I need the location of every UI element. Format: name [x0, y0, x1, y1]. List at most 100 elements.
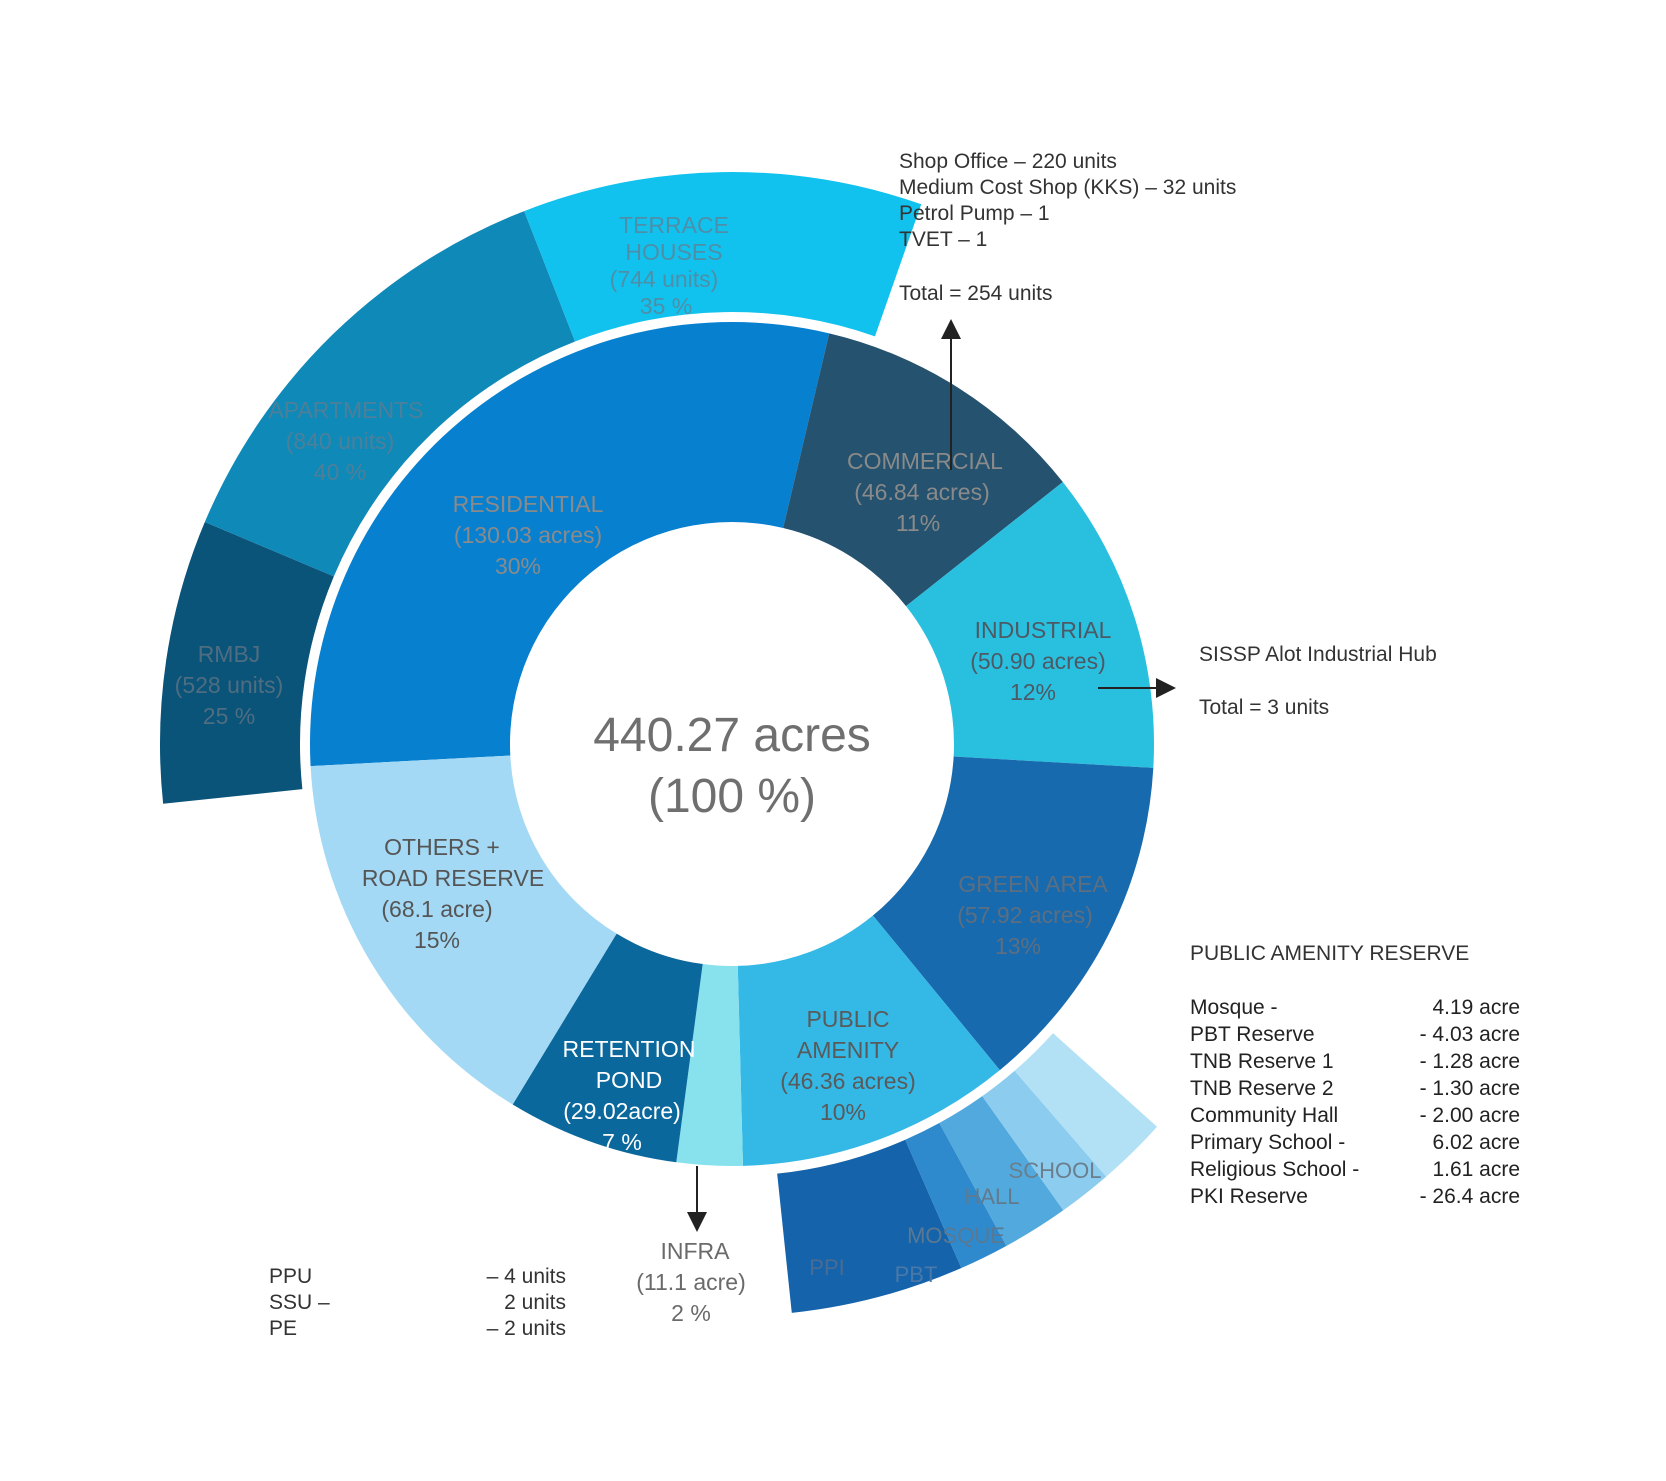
inner-ring: [310, 322, 1154, 1166]
label-public-line2: AMENITY: [797, 1037, 899, 1063]
label-green-name: GREEN AREA: [958, 871, 1108, 897]
segment-pbt[interactable]: [905, 1122, 1007, 1268]
label-commercial-acres: (46.84 acres): [854, 479, 990, 505]
infra-item-pe-name: PE: [269, 1317, 297, 1340]
label-terrace-line1: TERRACE: [619, 212, 729, 238]
label-retention-acres: (29.02acre): [563, 1098, 681, 1124]
label-residential-acres: (130.03 acres): [454, 522, 602, 548]
label-industrial-acres: (50.90 acres): [970, 648, 1106, 674]
label-apartments-percent: 40 %: [314, 459, 366, 485]
amenity-item-name: PBT Reserve: [1190, 1023, 1315, 1046]
label-terrace-line2: HOUSES: [625, 239, 722, 265]
commercial-note-line-2: Medium Cost Shop (KKS) – 32 units: [899, 176, 1236, 199]
label-green-acres: (57.92 acres): [957, 902, 1093, 928]
amenity-item-name: TNB Reserve 1: [1190, 1050, 1334, 1073]
segment-others-road-reserve[interactable]: [310, 755, 617, 1105]
label-terrace-percent: 35 %: [640, 293, 692, 319]
segment-rmbj[interactable]: [159, 522, 334, 804]
amenity-item-value: 1.61 acre: [1432, 1158, 1520, 1181]
label-industrial: INDUSTRIAL (50.90 acres) 12%: [970, 617, 1111, 705]
segment-industrial[interactable]: [906, 482, 1154, 768]
segment-public-amenity[interactable]: [737, 915, 1000, 1166]
label-apartments: APARTMENTS (840 units) 40 %: [268, 397, 423, 485]
label-green-area: GREEN AREA (57.92 acres) 13%: [957, 871, 1108, 959]
label-retention-percent: 7 %: [602, 1129, 642, 1155]
amenity-item-name: Community Hall: [1190, 1104, 1338, 1127]
amenity-item-value: - 4.03 acre: [1420, 1023, 1520, 1046]
label-industrial-name: INDUSTRIAL: [975, 617, 1112, 643]
amenity-item-name: Mosque -: [1190, 996, 1278, 1019]
label-green-percent: 13%: [995, 933, 1041, 959]
segment-ppi[interactable]: [777, 1139, 962, 1313]
commercial-note: Shop Office – 220 units Medium Cost Shop…: [899, 150, 1236, 305]
amenity-ring: [777, 1033, 1158, 1313]
label-retention-pond: RETENTION POND (29.02acre) 7 %: [563, 1036, 696, 1155]
amenity-reserve-title: PUBLIC AMENITY RESERVE: [1190, 942, 1469, 965]
center-total: 440.27 acres: [593, 709, 871, 762]
label-infra-acres: (11.1 acre): [636, 1269, 746, 1295]
amenity-item-name: Religious School -: [1190, 1158, 1359, 1181]
label-commercial-percent: 11%: [896, 510, 940, 536]
label-public-line1: PUBLIC: [806, 1006, 889, 1032]
label-retention-line2: POND: [596, 1067, 662, 1093]
segment-school[interactable]: [1014, 1033, 1158, 1177]
label-commercial-name: COMMERCIAL: [847, 448, 1003, 474]
center-percent: (100 %): [648, 770, 816, 823]
amenity-item-value: 6.02 acre: [1432, 1131, 1520, 1154]
label-others: OTHERS + ROAD RESERVE (68.1 acre) 15%: [362, 834, 544, 953]
label-others-line1: OTHERS +: [384, 834, 500, 860]
label-rmbj-percent: 25 %: [203, 703, 255, 729]
infra-item-ppu-name: PPU: [269, 1265, 312, 1288]
infra-item-ppu-value: – 4 units: [487, 1265, 566, 1288]
label-rmbj-name: RMBJ: [198, 641, 261, 667]
label-terrace-houses: TERRACE HOUSES (744 units) 35 %: [610, 212, 729, 319]
label-infra: INFRA (11.1 acre) 2 %: [636, 1238, 746, 1326]
amenity-reserve-list: PUBLIC AMENITY RESERVE Mosque - 4.19 acre…: [1190, 942, 1520, 1208]
industrial-note-total: Total = 3 units: [1199, 696, 1329, 719]
label-hall: HALL: [964, 1184, 1019, 1209]
infra-item-ssu-name: SSU –: [269, 1291, 330, 1314]
label-school: SCHOOL: [1009, 1158, 1102, 1183]
label-residential-name: RESIDENTIAL: [453, 491, 604, 517]
label-others-acres: (68.1 acre): [381, 896, 492, 922]
segment-terrace-houses[interactable]: [524, 172, 922, 342]
commercial-note-line-1: Shop Office – 220 units: [899, 150, 1117, 173]
label-rmbj-units: (528 units): [175, 672, 284, 698]
label-apartments-units: (840 units): [286, 428, 395, 454]
amenity-item-value: - 1.28 acre: [1420, 1050, 1520, 1073]
industrial-note-line: SISSP Alot Industrial Hub: [1199, 643, 1437, 666]
label-others-percent: 15%: [414, 927, 460, 953]
amenity-reserve-items: Mosque - 4.19 acre PBT Reserve - 4.03 acre T…: [1190, 996, 1520, 1208]
label-infra-percent: 2 %: [671, 1300, 711, 1326]
industrial-note: SISSP Alot Industrial Hub Total = 3 unit…: [1199, 643, 1437, 719]
label-ppi: PPI: [809, 1255, 844, 1280]
commercial-note-total: Total = 254 units: [899, 282, 1053, 305]
segment-retention-pond[interactable]: [512, 933, 703, 1163]
segment-apartments[interactable]: [204, 211, 576, 577]
segment-commercial[interactable]: [783, 333, 1063, 607]
label-industrial-percent: 12%: [1010, 679, 1056, 705]
amenity-item-value: - 2.00 acre: [1420, 1104, 1520, 1127]
infra-item-pe-value: – 2 units: [487, 1317, 566, 1340]
label-infra-name: INFRA: [661, 1238, 731, 1264]
segment-infra[interactable]: [676, 964, 743, 1166]
segment-hall[interactable]: [982, 1070, 1107, 1211]
label-terrace-units: (744 units): [610, 266, 719, 292]
segment-residential[interactable]: [310, 322, 830, 767]
amenity-item-value: - 1.30 acre: [1420, 1077, 1520, 1100]
segment-green-area[interactable]: [872, 756, 1154, 1071]
label-rmbj: RMBJ (528 units) 25 %: [175, 641, 284, 729]
amenity-item-name: TNB Reserve 2: [1190, 1077, 1334, 1100]
label-public-acres: (46.36 acres): [780, 1068, 916, 1094]
housing-ring: [159, 172, 922, 804]
label-public-amenity: PUBLIC AMENITY (46.36 acres) 10%: [780, 1006, 916, 1125]
label-mosque: MOSQUE: [907, 1223, 1005, 1248]
commercial-note-line-4: TVET – 1: [899, 228, 987, 251]
amenity-item-value: - 26.4 acre: [1420, 1185, 1520, 1208]
label-apartments-name: APARTMENTS: [268, 397, 423, 423]
infra-item-ssu-value: 2 units: [504, 1291, 566, 1314]
segment-mosque[interactable]: [939, 1096, 1064, 1246]
label-retention-line1: RETENTION: [563, 1036, 696, 1062]
